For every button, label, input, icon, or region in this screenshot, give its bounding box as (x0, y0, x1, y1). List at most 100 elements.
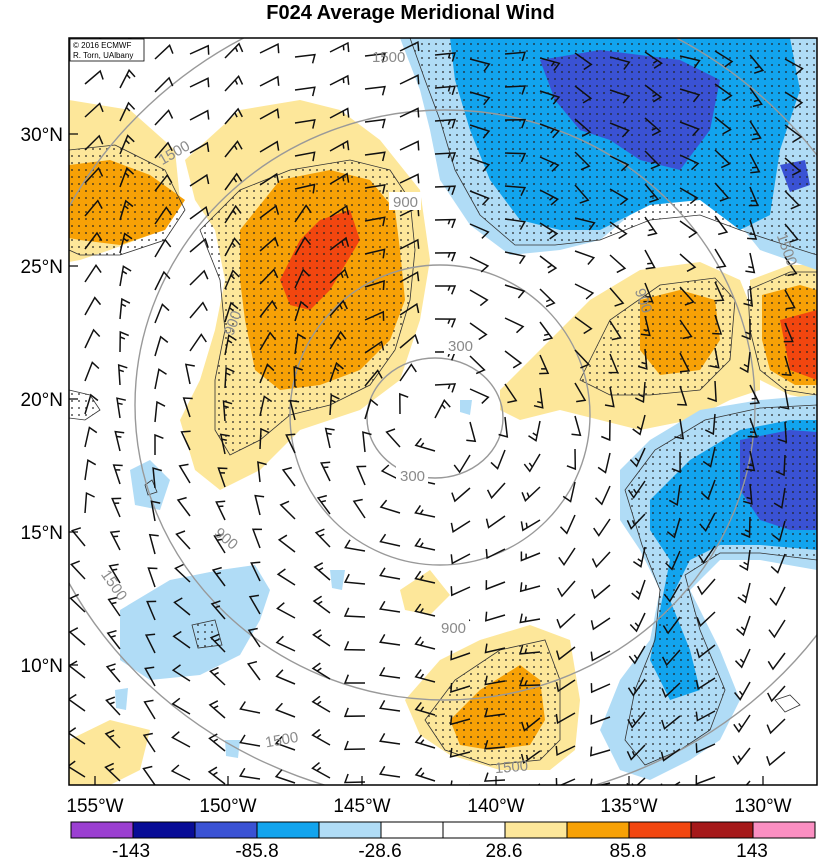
wind-barb (119, 134, 135, 155)
wind-barb (485, 548, 506, 560)
latitude-axis (69, 133, 78, 666)
wind-barb (609, 221, 628, 240)
wind-barb (84, 458, 97, 481)
wind-barb (631, 579, 646, 601)
wind-barb (632, 414, 646, 436)
wind-barb (775, 454, 786, 477)
wind-barb (224, 269, 240, 290)
wind-barb (364, 310, 385, 321)
wind-barb (469, 289, 489, 307)
wind-barb (668, 484, 681, 506)
wind-barb (329, 172, 350, 185)
wind-barb (519, 582, 541, 593)
wind-barb (189, 109, 210, 121)
wind-barb (574, 217, 596, 231)
wind-barb (142, 765, 156, 785)
wind-barb (732, 747, 751, 766)
wind-barb (591, 551, 611, 569)
wind-barb (747, 219, 758, 240)
wind-barb (504, 383, 518, 404)
wind-barb (154, 400, 166, 423)
wind-barb (69, 760, 86, 778)
wind-barb (274, 736, 296, 751)
wind-barb (414, 537, 436, 551)
wind-barb (628, 645, 646, 665)
wind-barb (274, 702, 296, 718)
wind-barb (173, 597, 191, 616)
wind-barb (175, 530, 191, 550)
contour-label: 1500 (264, 729, 300, 752)
wind-barb (608, 353, 619, 374)
wind-barb (784, 190, 801, 210)
wind-barb (469, 322, 488, 341)
wind-barb (712, 314, 723, 335)
wind-barb (104, 729, 121, 749)
wind-barb (629, 447, 646, 468)
wind-barb (275, 669, 296, 685)
wind-barb (556, 613, 576, 629)
wind-barb (150, 500, 161, 522)
lon-tick-label: 145°W (333, 796, 390, 817)
wind-barb (609, 89, 631, 104)
wind-barb (604, 386, 615, 408)
wind-barb (696, 611, 716, 628)
contour-label: 300 (400, 468, 425, 485)
wind-barb (521, 486, 541, 503)
wind-barb (259, 268, 279, 285)
wind-barb (208, 733, 226, 752)
lat-tick-label: 15°N (21, 523, 63, 544)
wind-barb (520, 519, 541, 532)
wind-barb (329, 236, 350, 251)
wind-barb (329, 330, 347, 350)
wind-barb (224, 301, 239, 323)
wind-barb (589, 746, 611, 757)
wind-barb (609, 254, 627, 274)
wind-barb (119, 166, 135, 188)
wind-barb (574, 283, 595, 300)
wind-barb (224, 140, 243, 158)
wind-barb (210, 600, 226, 620)
wind-barb (745, 252, 756, 274)
wind-barb (364, 340, 385, 354)
wind-barb (144, 666, 156, 687)
lon-tick-label: 130°W (734, 796, 791, 817)
wind-barb (695, 743, 716, 754)
colorbar-swatch (690, 821, 754, 839)
wind-barb (434, 398, 451, 419)
wind-barb (626, 513, 646, 530)
wind-barb (189, 205, 210, 220)
wind-barb (259, 236, 279, 252)
wind-barb (414, 504, 436, 518)
wind-barb (289, 399, 300, 421)
wind-barb (520, 717, 541, 732)
wind-barb (784, 124, 803, 143)
wind-barb (574, 151, 591, 171)
wind-barb (773, 487, 786, 509)
wind-barb (378, 600, 401, 613)
wind-barb (224, 366, 235, 389)
wind-barb (644, 183, 660, 203)
wind-barb (314, 528, 331, 548)
wind-barb (434, 118, 457, 129)
wind-barb (661, 649, 681, 667)
wind-barb (627, 480, 646, 499)
wind-barb (736, 615, 751, 637)
wind-barb (469, 58, 491, 72)
wind-barb (485, 515, 506, 529)
wind-barb (189, 173, 210, 187)
wind-barb (171, 731, 191, 748)
wind-barb (238, 767, 261, 780)
wind-barb (259, 43, 280, 54)
wind-barb (84, 166, 104, 184)
wind-barb (562, 481, 576, 503)
wind-barb (528, 420, 541, 442)
wind-barb (294, 151, 316, 162)
wind-barb (434, 85, 456, 96)
wind-barb (294, 118, 316, 129)
wind-barb (484, 739, 506, 750)
wind-barb (84, 263, 102, 283)
wind-barb (661, 682, 681, 698)
wind-barb (69, 693, 86, 712)
wind-barb (119, 265, 132, 287)
wind-barb (434, 383, 457, 393)
